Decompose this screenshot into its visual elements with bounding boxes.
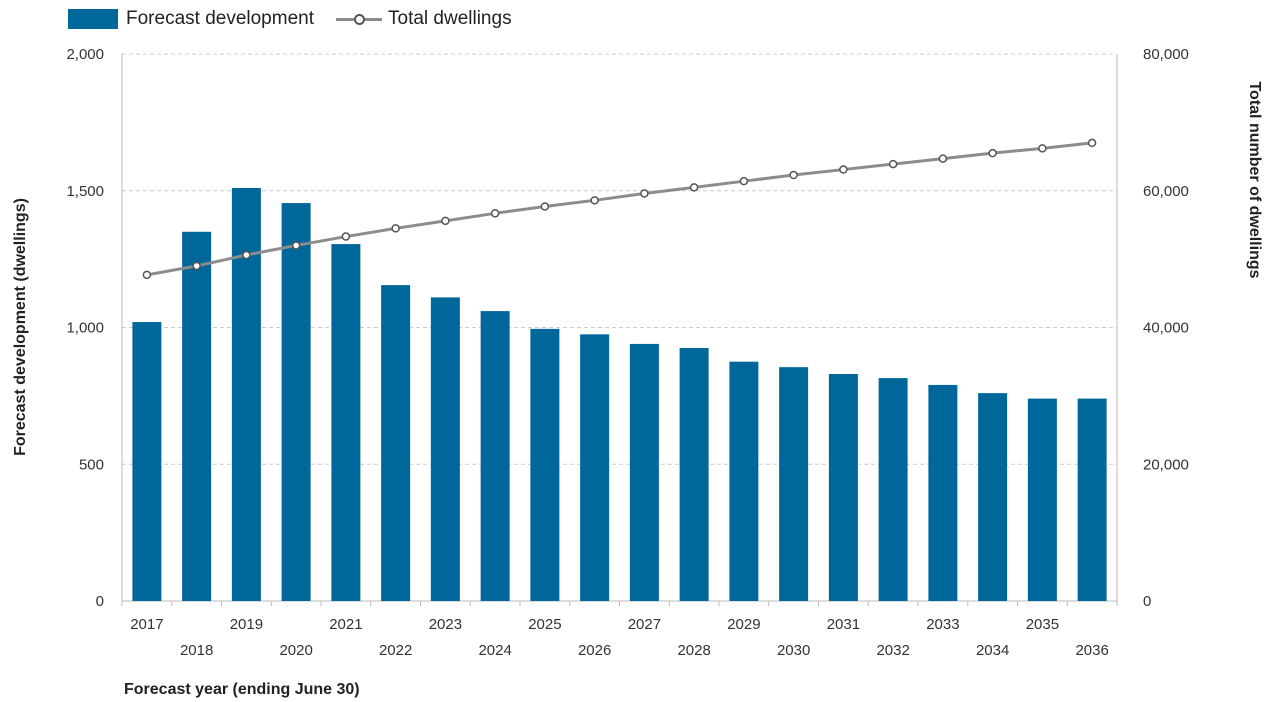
- point-2017: [142, 270, 152, 280]
- x-tick-label: 2029: [727, 616, 760, 633]
- bar-2031: [828, 373, 858, 601]
- bar-2028: [679, 348, 709, 601]
- x-tick-label: 2027: [628, 616, 661, 633]
- y2-tick-label: 60,000: [1143, 183, 1189, 200]
- bar-2034: [978, 393, 1008, 601]
- point-2031: [839, 165, 848, 174]
- bar-2032: [878, 378, 908, 601]
- point-2030: [789, 170, 798, 180]
- bar-2017: [132, 322, 162, 601]
- point-2018: [192, 261, 201, 271]
- x-tick-label: 2034: [976, 642, 1009, 659]
- point-2024: [490, 209, 500, 218]
- bar-2033: [928, 384, 958, 601]
- point-2025: [540, 202, 550, 211]
- bar-2025: [530, 328, 560, 601]
- x-tick-label: 2031: [827, 616, 860, 633]
- x-tick-label: 2036: [1075, 642, 1108, 659]
- y-tick-label: 500: [79, 456, 104, 473]
- y2-tick-label: 80,000: [1143, 46, 1189, 63]
- bar-2029: [729, 361, 759, 601]
- y2-tick-label: 20,000: [1143, 456, 1189, 473]
- point-2028: [689, 183, 699, 192]
- chart-legend: Forecast development Total dwellings: [68, 8, 534, 30]
- x-tick-label: 2023: [429, 616, 462, 633]
- point-2029: [739, 176, 749, 186]
- x-tick-label: 2020: [279, 642, 312, 659]
- point-2032: [888, 159, 898, 169]
- point-2022: [391, 224, 400, 233]
- bar-2035: [1027, 398, 1057, 601]
- y-tick-label: 1,500: [66, 183, 104, 200]
- x-tick-label: 2022: [379, 642, 412, 659]
- point-2035: [1038, 144, 1047, 153]
- y-tick-label: 1,000: [66, 320, 104, 337]
- legend-bar-swatch: [68, 9, 118, 29]
- point-2036: [1087, 138, 1097, 148]
- bar-2026: [580, 334, 610, 601]
- total-dwellings-line: [146, 141, 1093, 277]
- point-2021: [341, 232, 351, 241]
- point-2026: [590, 196, 599, 205]
- legend-line-label: Total dwellings: [388, 8, 512, 29]
- point-2023: [441, 216, 450, 226]
- x-tick-label: 2025: [528, 616, 561, 633]
- point-2034: [988, 148, 997, 158]
- x-tick-label: 2028: [677, 642, 710, 659]
- point-2027: [640, 189, 649, 198]
- bar-2030: [779, 367, 809, 601]
- x-tick-label: 2017: [130, 616, 163, 633]
- x-tick-label: 2019: [230, 616, 263, 633]
- y2-tick-label: 40,000: [1143, 320, 1189, 337]
- bar-2021: [331, 244, 361, 601]
- x-tick-label: 2018: [180, 642, 213, 659]
- x-tick-label: 2032: [876, 642, 909, 659]
- x-tick-label: 2030: [777, 642, 810, 659]
- x-tick-label: 2026: [578, 642, 611, 659]
- legend-line-swatch: [336, 9, 382, 29]
- y2-tick-label: 0: [1143, 593, 1151, 610]
- bar-2027: [629, 343, 659, 601]
- y-axis-title: Forecast development (dwellings): [12, 198, 29, 456]
- x-axis-title: Forecast year (ending June 30): [124, 681, 360, 698]
- bar-2023: [430, 297, 460, 601]
- legend-item-bars[interactable]: Forecast development: [68, 8, 314, 30]
- x-tick-label: 2033: [926, 616, 959, 633]
- point-2033: [938, 154, 948, 163]
- bar-2022: [381, 285, 411, 601]
- bar-2036: [1077, 398, 1107, 601]
- y2-axis-title: Total number of dwellings: [1246, 81, 1263, 278]
- bar-2018: [182, 231, 212, 601]
- legend-bars-label: Forecast development: [126, 8, 314, 29]
- x-tick-label: 2024: [478, 642, 511, 659]
- legend-item-line[interactable]: Total dwellings: [336, 8, 512, 30]
- bar-2024: [480, 311, 510, 601]
- bar-2020: [281, 203, 311, 601]
- point-2020: [291, 241, 301, 250]
- y-tick-label: 0: [96, 593, 104, 610]
- y-tick-label: 2,000: [66, 46, 104, 63]
- x-tick-label: 2021: [329, 616, 362, 633]
- point-2019: [242, 250, 251, 260]
- bar-2019: [231, 188, 261, 601]
- x-tick-label: 2035: [1026, 616, 1059, 633]
